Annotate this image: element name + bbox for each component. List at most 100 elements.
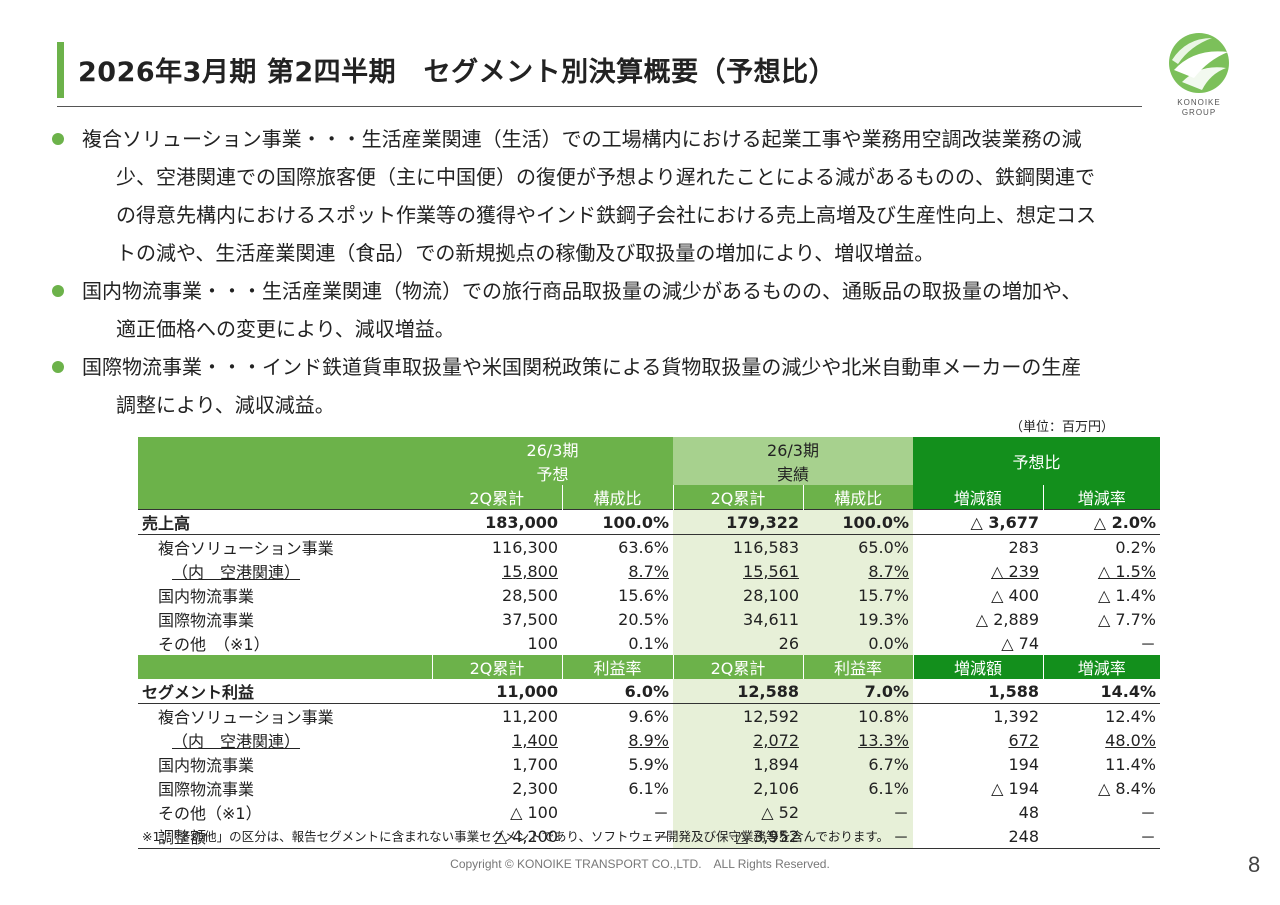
table-row: セグメント利益 11,000 6.0% 12,588 7.0% 1,588 14… <box>138 679 1160 704</box>
cell: 19.3% <box>803 607 913 631</box>
actual-label-header: 実績 <box>673 461 913 485</box>
cell: 8.9% <box>628 730 669 750</box>
page-title: 2026年3月期 第2四半期 セグメント別決算概要（予想比） <box>78 57 837 88</box>
plan-period-header: 26/3期 <box>432 437 673 461</box>
cell: 248 <box>1008 826 1039 846</box>
cell: 1,400 <box>512 730 558 750</box>
header-blank <box>138 437 432 510</box>
cell: 6.7% <box>803 752 913 776</box>
table-row: その他（※1） △ 100 － △ 52 － 48 － <box>138 800 1160 824</box>
cell: 1,392 <box>993 706 1039 726</box>
bullet-dot-icon <box>52 361 64 373</box>
row-label: 売上高 <box>142 514 191 533</box>
cell: 48 <box>1018 802 1039 822</box>
col-header-cum: 2Q累計 <box>432 485 562 510</box>
row-label: セグメント利益 <box>142 683 255 702</box>
logo-mark-icon <box>1169 33 1229 93</box>
cell: 15.6% <box>618 585 669 605</box>
cell: 100.0% <box>602 512 669 532</box>
cell: 2,300 <box>512 778 558 798</box>
cell: 13.3% <box>803 728 913 752</box>
row-label: 国際物流事業 <box>158 611 255 630</box>
cell: 283 <box>1008 537 1039 557</box>
table-row: 国際物流事業 37,500 20.5% 34,611 19.3% △ 2,889… <box>138 607 1160 631</box>
row-label: 複合ソリューション事業 <box>158 539 334 558</box>
cell: 14.4% <box>1100 681 1156 701</box>
cell: △ 3,952 <box>673 824 803 849</box>
col-header-ratio: 構成比 <box>561 485 673 510</box>
cell: △ 194 <box>991 778 1039 798</box>
col-header-diff: 増減額 <box>912 655 1043 679</box>
cell: － <box>803 824 913 849</box>
cell: 11,200 <box>502 706 558 726</box>
cell: － <box>1139 828 1156 847</box>
bullet-line: 適正価格への変更により、減収増益。 <box>116 317 455 341</box>
cell: － <box>1139 804 1156 823</box>
cell: 48.0% <box>1105 730 1156 750</box>
segment-results-table: 26/3期 26/3期 予想比 予想 実績 2Q累計 構成比 2Q累計 構成比 … <box>138 437 1160 849</box>
plan-label-header: 予想 <box>432 461 673 485</box>
cell: 2,106 <box>673 776 803 800</box>
cell: 100 <box>527 633 558 653</box>
konoike-logo: KONOIKE GROUP <box>1164 30 1234 120</box>
col-header-cum: 2Q累計 <box>431 655 562 679</box>
cell: 116,300 <box>491 537 558 557</box>
col-header-rate: 増減率 <box>1042 485 1160 510</box>
cell: △ 1.5% <box>1097 561 1156 581</box>
bullet-international-logistics: 国際物流事業・・・インド鉄道貨車取扱量や米国関税政策による貨物取扱量の減少や北米… <box>48 348 1248 424</box>
page-number: 8 <box>1248 852 1261 877</box>
cell: 1,894 <box>673 752 803 776</box>
table-row: 複合ソリューション事業 116,300 63.6% 116,583 65.0% … <box>138 534 1160 559</box>
cell: 8.7% <box>628 561 669 581</box>
cell: － <box>652 828 669 847</box>
row-label: その他（※1） <box>158 804 262 823</box>
cell: 1,700 <box>512 754 558 774</box>
bullet-dot-icon <box>52 133 64 145</box>
cell: 15.7% <box>803 583 913 607</box>
row-label: （内 空港関連） <box>172 563 301 582</box>
header-row-columns: 2Q累計 構成比 2Q累計 構成比 増減額 増減率 <box>138 485 1160 510</box>
cell: 63.6% <box>618 537 669 557</box>
summary-bullets: 複合ソリューション事業・・・生活産業関連（生活）での工場構内における起業工事や業… <box>48 120 1248 424</box>
col-header-rate: 増減率 <box>1042 655 1160 679</box>
cell: △ 7.7% <box>1097 609 1156 629</box>
col-header-ratio: 構成比 <box>802 485 913 510</box>
col-header-diff: 増減額 <box>913 485 1043 510</box>
logo-text-konoike: KONOIKE <box>1177 98 1221 107</box>
cell: 20.5% <box>618 609 669 629</box>
cell: 6.0% <box>624 681 669 701</box>
col-header-cum: 2Q累計 <box>672 485 803 510</box>
header-row-type: 予想 実績 <box>138 461 1160 485</box>
cell: 183,000 <box>485 512 558 532</box>
row-label: 国際物流事業 <box>158 780 255 799</box>
unit-label: （単位：百万円） <box>1010 420 1115 435</box>
cell: 65.0% <box>803 534 913 559</box>
cell: 10.8% <box>803 703 913 728</box>
cell: △ 74 <box>1001 633 1039 653</box>
cell: 37,500 <box>502 609 558 629</box>
row-label: 調整額 <box>158 828 207 847</box>
bullet-line: 国内物流事業・・・生活産業関連（物流）での旅行商品取扱量の減少があるものの、通販… <box>82 279 1082 303</box>
cell: － <box>652 804 669 823</box>
row-label: 複合ソリューション事業 <box>158 708 334 727</box>
col-header-margin: 利益率 <box>802 655 913 679</box>
header-blank <box>138 655 432 679</box>
bullet-line: 国際物流事業・・・インド鉄道貨車取扱量や米国関税政策による貨物取扱量の減少や北米… <box>82 355 1082 379</box>
cell: △ 1.4% <box>1097 585 1156 605</box>
header-row-period: 26/3期 26/3期 予想比 <box>138 437 1160 510</box>
copyright: Copyright © KONOIKE TRANSPORT CO.,LTD. A… <box>450 857 830 871</box>
cell: 34,611 <box>673 607 803 631</box>
cell: 26 <box>673 631 803 655</box>
cell: 12.4% <box>1105 706 1156 726</box>
cell: 28,100 <box>673 583 803 607</box>
cell: 100.0% <box>803 509 913 535</box>
cell: － <box>1139 635 1156 654</box>
compare-header: 予想比 <box>913 437 1160 485</box>
cell: 15,800 <box>502 561 558 581</box>
title-divider <box>57 106 1142 107</box>
footnote: ※1：「その他」の区分は、報告セグメントに含まれない事業セグメントであり、ソフト… <box>142 829 890 844</box>
col-header-margin: 利益率 <box>561 655 673 679</box>
cell: 179,322 <box>673 509 803 535</box>
cell: 0.2% <box>1115 537 1156 557</box>
cell: 8.7% <box>803 559 913 583</box>
